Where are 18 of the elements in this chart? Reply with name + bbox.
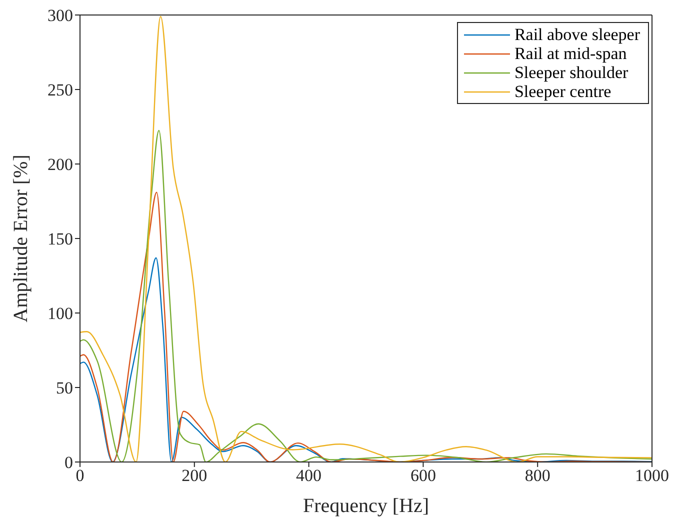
x-axis-title: Frequency [Hz] xyxy=(302,495,430,517)
x-tick-label: 1000 xyxy=(635,466,669,486)
y-tick-label: 300 xyxy=(48,6,73,26)
x-tick-label: 400 xyxy=(296,466,322,486)
y-tick-label: 50 xyxy=(56,378,73,398)
legend-label: Rail above sleeper xyxy=(514,25,640,44)
legend-label: Sleeper centre xyxy=(514,82,612,101)
x-tick-label: 200 xyxy=(182,466,208,486)
legend-label: Rail at mid-span xyxy=(514,44,627,63)
y-tick-label: 200 xyxy=(48,155,73,174)
x-tick-label: 800 xyxy=(524,466,550,486)
y-axis-title: Amplitude Error [%] xyxy=(10,154,32,322)
y-tick-label: 0 xyxy=(64,453,73,472)
y-tick-label: 150 xyxy=(48,230,73,249)
y-tick-label: 250 xyxy=(48,80,73,100)
legend-label: Sleeper shoulder xyxy=(514,63,628,82)
y-tick-label: 100 xyxy=(48,304,73,324)
x-tick-label: 600 xyxy=(410,466,436,486)
